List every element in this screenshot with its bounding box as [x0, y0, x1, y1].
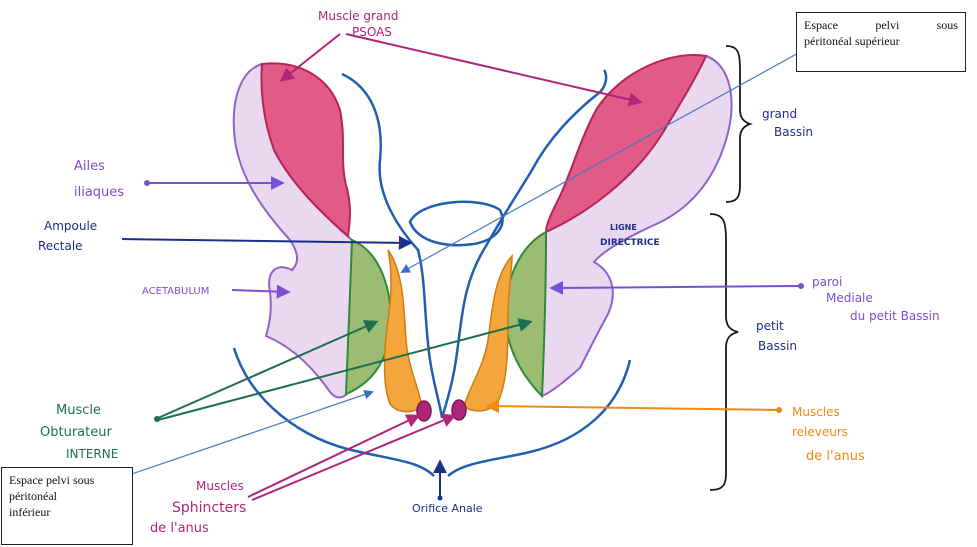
releveurs-bullet: [776, 407, 782, 413]
espace-inferieur-line3: inférieur: [9, 505, 51, 519]
petit-bassin-label-line1: petit: [756, 319, 784, 333]
ailes-label-line2: iliaques: [74, 185, 124, 200]
inferieur-pointer-line: [119, 389, 374, 479]
psoas-label-line2: PSOAS: [352, 25, 392, 39]
ampoule-label-line1: Ampoule: [44, 219, 97, 233]
left-obturator-muscle: [344, 238, 392, 396]
paroi-label-line3: du petit Bassin: [850, 309, 940, 323]
acetabulum-arrow: [231, 284, 291, 299]
ampoule-arrow: [121, 235, 413, 250]
ligne-label-line1: LIGNE: [610, 223, 637, 232]
obturateur-label-line3: INTERNE: [66, 447, 118, 461]
ligne-label-line2: DIRECTRICE: [600, 238, 660, 248]
sphincters-label-line1: Muscles: [196, 479, 244, 493]
espace-superieur-word1: Espace: [804, 18, 838, 32]
petit-bassin-label-line2: Bassin: [758, 339, 797, 353]
paroi-label-line1: paroi: [812, 275, 842, 289]
espace-inferieur-line2: péritonéal: [9, 489, 57, 503]
left-levator-muscle: [383, 249, 423, 413]
ailes-bullet: [144, 180, 150, 186]
ailes-label-line1: Ailes: [74, 159, 105, 174]
obturateur-bullet: [154, 416, 160, 422]
orifice-label: Orifice Anale: [412, 502, 483, 515]
psoas-arrow-right: [345, 33, 643, 107]
espace-superieur-box: Espace pelvi sous péritonéal supérieur: [796, 12, 966, 72]
espace-inferieur-line1: Espace pelvi sous: [9, 473, 95, 487]
releveurs-label-line2: releveurs: [792, 425, 848, 439]
paroi-bullet: [798, 283, 804, 289]
obturateur-arrow-left: [157, 320, 379, 419]
left-psoas-muscle: [260, 62, 351, 238]
rectal-ampulla: [408, 200, 504, 247]
grand-bassin-label-line1: grand: [762, 107, 797, 121]
left-pelvic-floor-contour: [232, 347, 435, 477]
sphincters-label-line3: de l'anus: [150, 521, 209, 536]
superieur-pointer-line: [400, 29, 841, 273]
paroi-arrow: [549, 280, 801, 295]
espace-inferieur-box: Espace pelvi sous péritonéal inférieur: [1, 467, 133, 545]
psoas-arrow-left: [279, 33, 341, 82]
orifice-bullet: [437, 495, 443, 501]
right-obturator-muscle: [504, 230, 548, 399]
rectum-outline: [341, 69, 608, 419]
psoas-label-line1: Muscle grand: [318, 9, 398, 23]
paroi-label-line2: Mediale: [826, 291, 873, 305]
obturateur-label-line1: Muscle: [56, 403, 101, 418]
ampoule-label-line2: Rectale: [38, 239, 83, 253]
sphincters-label-line2: Sphincters: [172, 500, 246, 516]
left-sphincter-muscle: [416, 400, 432, 422]
obturateur-arrow-right: [157, 318, 533, 421]
petit-bassin-brace: [709, 213, 739, 491]
grand-bassin-brace: [725, 45, 753, 203]
right-levator-muscle: [463, 254, 513, 412]
obturateur-label-line2: Obturateur: [40, 425, 112, 440]
acetabulum-label: ACETABULUM: [142, 286, 209, 297]
releveurs-label-line1: Muscles: [792, 405, 840, 419]
releveurs-label-line3: de l'anus: [806, 449, 865, 464]
grand-bassin-label-line2: Bassin: [774, 125, 813, 139]
right-psoas-muscle: [544, 54, 708, 234]
sphincters-arrow-right: [251, 413, 457, 501]
espace-superieur-word3: sous: [936, 18, 958, 32]
releveurs-arrow: [485, 399, 779, 414]
espace-superieur-word2: pelvi: [875, 18, 900, 32]
espace-superieur-line1: Espace pelvi sous: [804, 17, 958, 33]
espace-superieur-line2: péritonéal supérieur: [804, 34, 900, 48]
right-pelvic-floor-contour: [447, 359, 632, 477]
sphincters-arrow-left: [247, 414, 421, 498]
